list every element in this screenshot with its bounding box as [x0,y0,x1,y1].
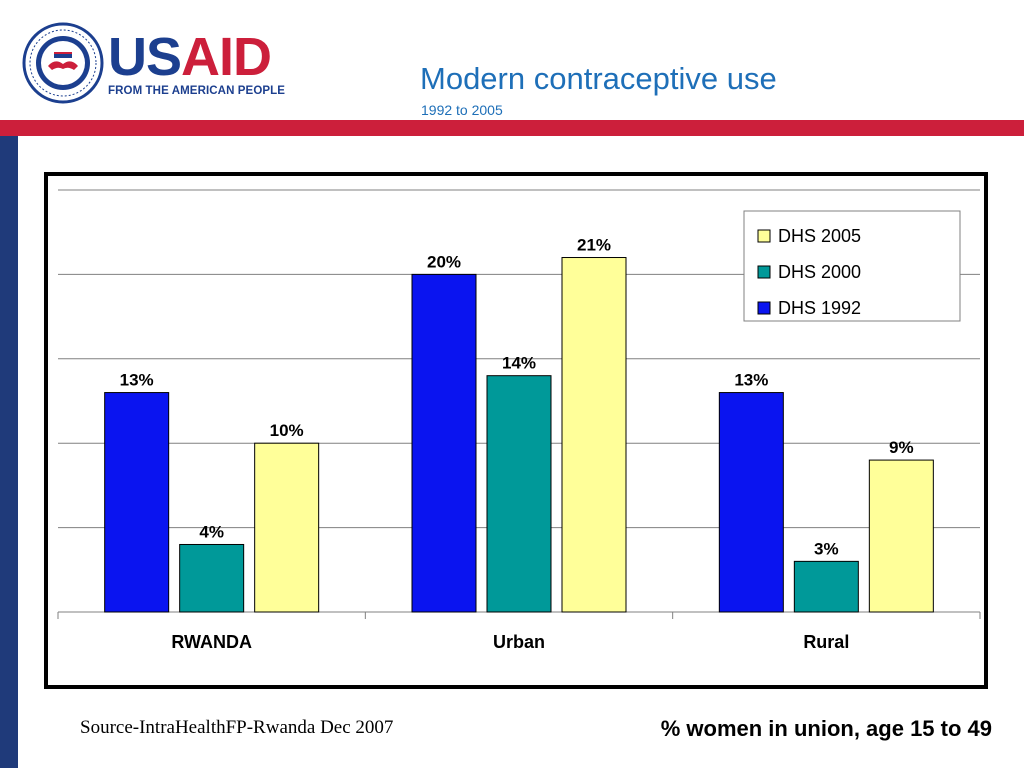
brand-name-aid: AID [181,27,272,87]
bar-value-label: 10% [270,421,304,440]
header-divider-band [0,120,1024,136]
bar-value-label: 13% [120,371,154,390]
page-subtitle: 1992 to 2005 [421,102,503,118]
bar-urban-dhs-2005 [561,257,627,613]
brand-tagline: FROM THE AMERICAN PEOPLE [108,85,286,97]
bar-rwanda-dhs-1992 [104,392,170,613]
legend-swatch [757,229,771,243]
bar-rural-dhs-2005 [868,459,934,613]
source-citation: Source-IntraHealthFP-Rwanda Dec 2007 [80,717,394,738]
category-label: Urban [493,632,545,652]
bar-value-label: 14% [502,354,536,373]
usaid-logo: USAID FROM THE AMERICAN PEOPLE [108,30,285,97]
bar-value-label: 20% [427,252,461,271]
chart-note: % women in union, age 15 to 49 [660,716,992,741]
brand-name-us: US [108,27,182,87]
legend-entry: DHS 1992 [778,298,861,318]
legend-swatch [757,301,771,315]
legend-swatch [757,265,771,279]
page-title: Modern contraceptive use [420,61,777,96]
legend-entry: DHS 2000 [778,262,861,282]
chart-frame: 13% 4% 10% RWANDA 20% 14% 21% Urban 13% 3% 9% Rural… [44,172,988,689]
bar-value-label: 21% [577,236,611,255]
category-label: RWANDA [171,632,252,652]
legend-entry: DHS 2005 [778,226,861,246]
category-label: Rural [803,632,849,652]
bar-rwanda-dhs-2000 [179,543,245,613]
brand-name: USAID [108,30,285,84]
bar-value-label: 13% [734,371,768,390]
bar-rwanda-dhs-2005 [254,442,320,613]
bar-rural-dhs-1992 [718,392,784,613]
left-accent-bar [0,136,18,768]
bar-urban-dhs-2000 [486,375,552,613]
bar-chart: 13% 4% 10% RWANDA 20% 14% 21% Urban 13% 3% 9% Rural… [57,189,981,652]
bar-value-label: 3% [814,539,839,558]
bar-value-label: 9% [889,438,914,457]
bar-rural-dhs-2000 [793,560,859,613]
bar-value-label: 4% [199,522,224,541]
usaid-seal-icon [22,22,104,104]
legend-box [743,210,961,322]
bar-urban-dhs-1992 [411,273,477,613]
